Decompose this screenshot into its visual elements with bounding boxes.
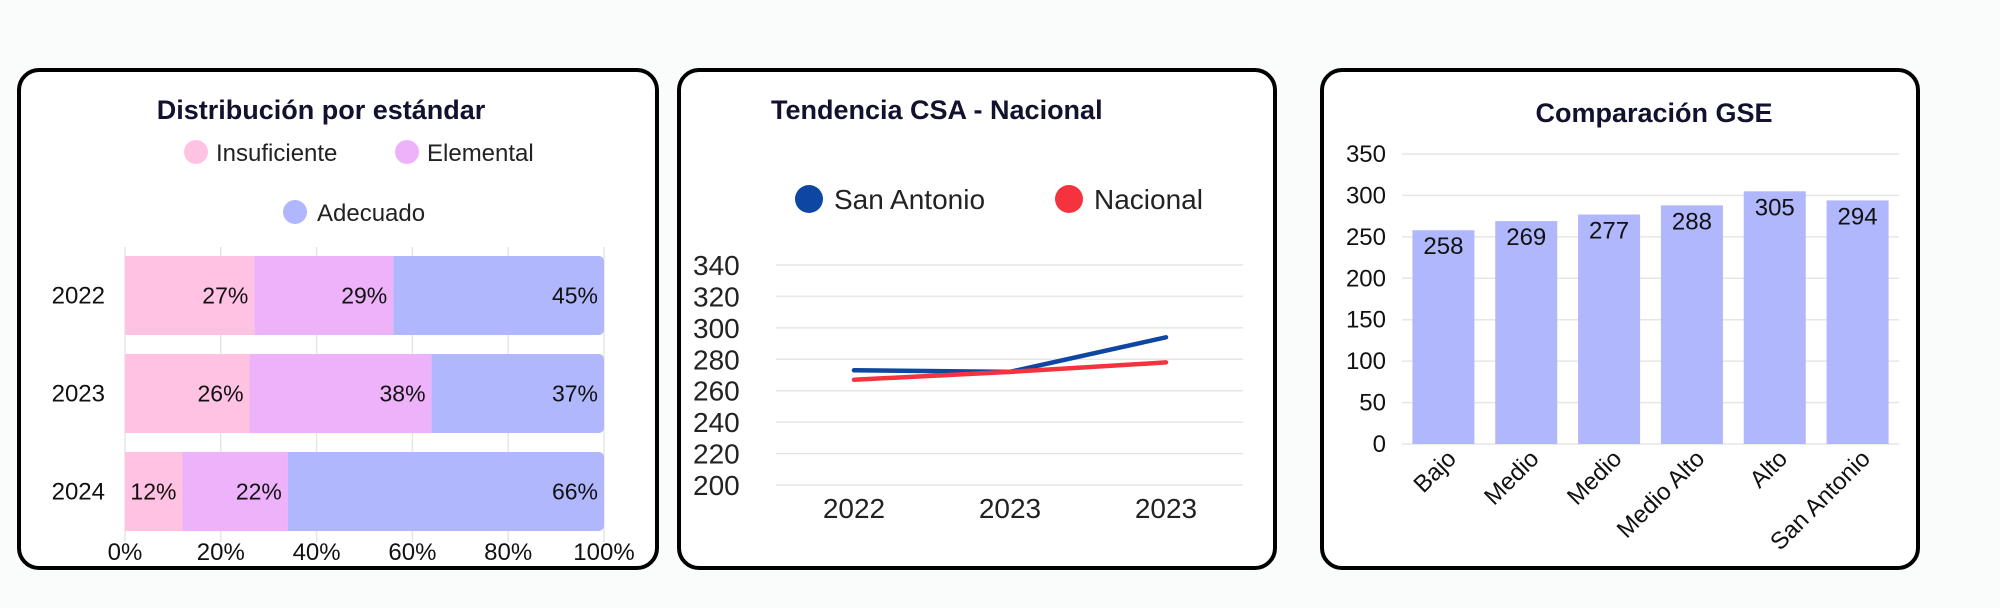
y-tick-label: 320: [693, 281, 740, 312]
distribution-card: Distribución por estándar Insuficiente Ele…: [17, 68, 659, 570]
bar-segment: [125, 452, 183, 531]
x-tick-label: Medio: [1479, 445, 1544, 510]
bar-value-label: 277: [1589, 217, 1629, 244]
y-tick-label: 220: [693, 439, 740, 470]
y-tick-label: 200: [1346, 265, 1386, 292]
x-tick-label: Medio: [1562, 445, 1627, 510]
x-tick-label: 2023: [979, 493, 1041, 524]
bar: [1412, 230, 1475, 444]
chart-title: Distribución por estándar: [157, 95, 486, 125]
y-tick-label: 0: [1373, 431, 1386, 458]
legend-marker-insuficiente: [184, 140, 208, 164]
distribution-chart: Distribución por estándar Insuficiente Ele…: [52, 95, 635, 566]
x-tick-label: 40%: [293, 539, 341, 566]
x-tick-label: 60%: [388, 539, 436, 566]
y-tick-label: 260: [693, 376, 740, 407]
x-tick-label: 2023: [1135, 493, 1197, 524]
bar-segment: [254, 256, 394, 335]
x-tick-label: 2022: [823, 493, 885, 524]
bar-segment: [393, 256, 604, 335]
legend-marker-adecuado: [283, 200, 307, 224]
legend-label-insuficiente: Insuficiente: [216, 140, 337, 167]
y-tick-label: 2022: [52, 283, 105, 310]
bar: [1495, 221, 1558, 444]
bar-value-label: 305: [1755, 194, 1795, 221]
x-tick-label: 20%: [197, 539, 245, 566]
bar-segment: [125, 354, 250, 433]
chart-title: Comparación GSE: [1535, 98, 1772, 128]
x-tick-label: 100%: [573, 539, 634, 566]
bar-segment: [287, 452, 604, 531]
bar: [1826, 200, 1889, 444]
legend-marker-elemental: [395, 140, 419, 164]
trend-chart: Tendencia CSA - Nacional San Antonio Nacio…: [693, 95, 1243, 524]
y-tick-label: 100: [1346, 348, 1386, 375]
bar: [1660, 205, 1723, 444]
bar-value-label: 269: [1506, 224, 1546, 251]
bar-segment: [182, 452, 288, 531]
bar-value-label: 288: [1672, 208, 1712, 235]
bar-value-label: 37%: [552, 381, 598, 407]
bar-value-label: 38%: [380, 381, 426, 407]
x-tick-label: Alto: [1745, 445, 1793, 493]
bar-value-label: 294: [1838, 203, 1878, 230]
bar: [1743, 191, 1806, 444]
bar-value-label: 66%: [552, 479, 598, 505]
bar-value-label: 22%: [236, 479, 282, 505]
x-tick-label: 0%: [108, 539, 143, 566]
legend-label: San Antonio: [834, 184, 985, 215]
bar: [1578, 214, 1641, 444]
bar-segment: [249, 354, 432, 433]
bar-value-label: 26%: [197, 381, 243, 407]
y-tick-label: 300: [693, 313, 740, 344]
y-tick-label: 280: [693, 344, 740, 375]
legend-marker: [795, 185, 823, 213]
gse-comparison-chart: Comparación GSE 0 50 100 150 200 250 300 350 258 B…: [1346, 98, 1899, 556]
y-tick-label: 250: [1346, 224, 1386, 251]
bar-segment: [125, 256, 255, 335]
y-tick-label: 350: [1346, 141, 1386, 168]
bar-value-label: 29%: [341, 283, 387, 309]
bar-value-label: 258: [1423, 233, 1463, 260]
y-tick-label: 50: [1359, 390, 1386, 417]
legend-label: Nacional: [1094, 184, 1203, 215]
bar-segment: [431, 354, 604, 433]
legend-label-adecuado: Adecuado: [317, 200, 425, 227]
y-tick-label: 2023: [52, 381, 105, 408]
gse-comparison-card: Comparación GSE 0 50 100 150 200 250 300 350 258 B…: [1320, 68, 1920, 570]
chart-title: Tendencia CSA - Nacional: [771, 95, 1103, 125]
y-tick-label: 340: [693, 250, 740, 281]
x-tick-label: Bajo: [1409, 445, 1462, 498]
y-tick-label: 300: [1346, 182, 1386, 209]
bar-value-label: 12%: [130, 479, 176, 505]
legend-label-elemental: Elemental: [427, 140, 534, 167]
x-tick-label: 80%: [484, 539, 532, 566]
y-tick-label: 200: [693, 470, 740, 501]
trend-card: Tendencia CSA - Nacional San Antonio Nacio…: [677, 68, 1277, 570]
bar-value-label: 45%: [552, 283, 598, 309]
y-tick-label: 240: [693, 407, 740, 438]
bar-value-label: 27%: [202, 283, 248, 309]
y-tick-label: 150: [1346, 307, 1386, 334]
y-tick-label: 2024: [52, 479, 105, 506]
legend-marker: [1055, 185, 1083, 213]
x-tick-label: Medio Alto: [1612, 445, 1710, 543]
series-line: [851, 360, 1169, 382]
